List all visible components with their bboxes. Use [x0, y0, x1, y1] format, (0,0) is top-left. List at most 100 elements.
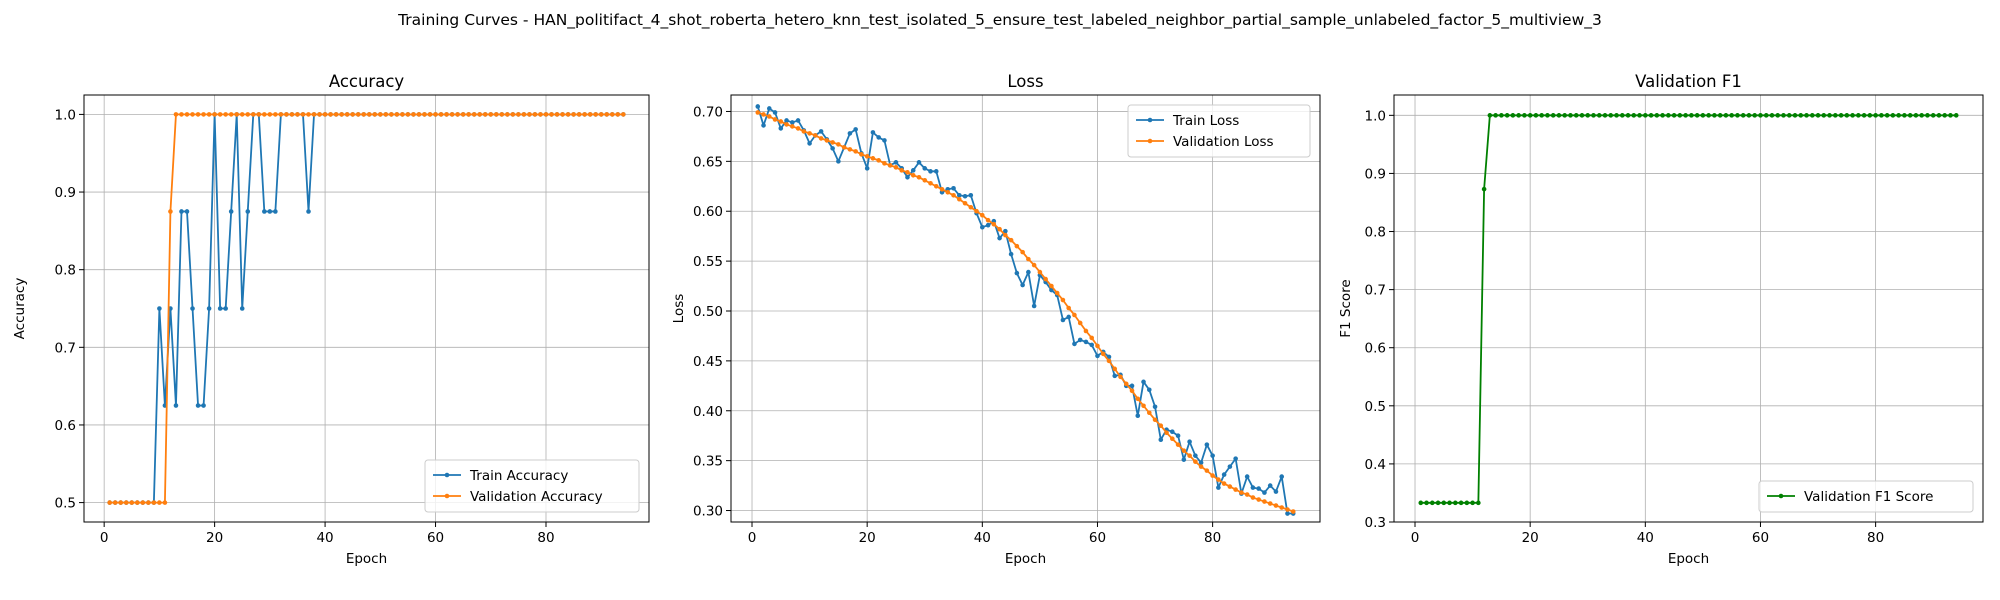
accuracy-series-point: [427, 112, 433, 117]
validation-f1-legend: Validation F1 Score: [1758, 480, 1974, 513]
accuracy-series-point: [510, 112, 516, 117]
accuracy-series-point: [190, 306, 195, 311]
loss-series-point: [1279, 505, 1285, 510]
accuracy-series-point: [157, 500, 162, 505]
validation-f1-series-point: [1447, 500, 1452, 506]
validation-f1-y-tick-label: 0.7: [1365, 283, 1386, 299]
loss-y-tick-label: 0.70: [693, 104, 723, 120]
accuracy-x-tick-label: 0: [100, 530, 109, 546]
loss-series-point: [1066, 314, 1071, 320]
loss-series-point: [830, 140, 835, 145]
validation-f1-series-point: [1925, 113, 1930, 118]
accuracy-series-point: [262, 112, 267, 117]
validation-f1-series-point: [1429, 500, 1435, 506]
validation-f1-series-point: [1861, 113, 1867, 118]
loss-series-point: [1216, 477, 1221, 482]
validation-f1-series-point: [1729, 113, 1734, 118]
loss-series-point: [1181, 457, 1187, 462]
accuracy-panel: 0 20 40 60 80 0.5 0.6 0.7 0.8 0.9 1.0 Accuracy Epoch…: [12, 72, 650, 567]
validation-f1-series-point: [1499, 113, 1504, 118]
loss-series-point: [766, 106, 772, 111]
accuracy-series-point: [554, 112, 560, 117]
accuracy-series-point: [499, 112, 505, 117]
accuracy-series-point: [378, 112, 383, 117]
loss-series-point: [818, 136, 824, 141]
loss-series-point: [1170, 436, 1175, 442]
accuracy-series-point: [190, 112, 195, 117]
loss-y-tick-label: 0.40: [693, 404, 723, 420]
validation-f1-series-point: [1913, 113, 1919, 118]
loss-series-point: [1233, 487, 1238, 492]
accuracy-series-point: [582, 112, 587, 117]
accuracy-x-tick-label: 20: [206, 530, 223, 546]
loss-series-point: [1083, 339, 1089, 345]
validation-f1-series-line-1: [1420, 114, 1957, 504]
validation-f1-series-point: [1769, 113, 1775, 118]
loss-legend-box: [1127, 104, 1311, 158]
accuracy-series-point: [593, 112, 598, 117]
accuracy-series-point: [206, 112, 212, 117]
loss-x-tick-label: 60: [1089, 530, 1106, 546]
accuracy-series-point: [250, 112, 256, 117]
accuracy-series-point: [587, 112, 593, 117]
accuracy-series-point: [405, 112, 411, 117]
loss-series-point: [916, 160, 922, 165]
loss-series-point: [847, 131, 853, 136]
loss-series-point: [772, 110, 778, 115]
accuracy-series-point: [328, 112, 333, 117]
accuracy-series-point: [267, 112, 273, 117]
accuracy-series-point: [300, 112, 306, 117]
accuracy-series-line-2: [109, 113, 624, 504]
loss-series-point: [1072, 341, 1077, 347]
accuracy-series-point: [615, 112, 621, 117]
loss-series-point: [761, 123, 766, 128]
validation-f1-x-tick-label: 40: [1637, 530, 1654, 546]
loss-series-point: [1198, 464, 1204, 469]
accuracy-series-point: [477, 112, 483, 117]
loss-series-line-1: [756, 106, 1294, 515]
loss-series-point: [899, 168, 905, 173]
validation-f1-series-point: [1821, 113, 1827, 118]
accuracy-series-point: [239, 112, 245, 117]
validation-f1-series-point: [1591, 113, 1596, 118]
validation-f1-legend-marker-1: [1778, 493, 1784, 499]
loss-series-point: [1227, 484, 1233, 489]
loss-series-point: [882, 161, 887, 166]
validation-f1-series-point: [1844, 113, 1850, 118]
validation-f1-series-point: [1585, 113, 1591, 118]
accuracy-y-tick-label: 0.6: [55, 418, 76, 434]
loss-series-point: [1003, 232, 1008, 238]
accuracy-series-point: [460, 112, 466, 117]
loss-series-point: [1250, 495, 1256, 500]
loss-series-point: [1095, 343, 1100, 349]
accuracy-series-point: [195, 112, 201, 117]
validation-f1-series-point: [1573, 113, 1579, 118]
validation-f1-series-point: [1884, 113, 1890, 118]
loss-series-point: [864, 154, 870, 159]
loss-series-point: [933, 169, 939, 174]
loss-series-point: [1187, 453, 1192, 458]
accuracy-series-point: [151, 500, 157, 505]
accuracy-series-point: [223, 306, 228, 311]
validation-f1-series-point: [1867, 113, 1873, 118]
accuracy-series-point: [560, 112, 565, 117]
accuracy-series-point: [571, 112, 576, 117]
accuracy-series-point: [228, 112, 234, 117]
loss-series-point: [1135, 396, 1141, 402]
accuracy-series-point: [168, 209, 173, 214]
validation-f1-series-point: [1775, 113, 1781, 118]
accuracy-series-point: [422, 112, 427, 117]
loss-series-point: [985, 222, 991, 228]
loss-series-point: [1262, 490, 1267, 495]
loss-series-point: [893, 160, 899, 165]
accuracy-series-point: [344, 112, 350, 117]
accuracy-series-point: [179, 209, 184, 214]
loss-series-point: [997, 226, 1002, 232]
validation-f1-series-point: [1902, 113, 1907, 118]
accuracy-series-point: [173, 112, 179, 117]
loss-series-point: [1193, 459, 1198, 464]
loss-series-point: [818, 129, 824, 134]
loss-legend-label-2: Validation Loss: [1173, 134, 1274, 150]
validation-f1-legend-box: [1758, 480, 1974, 513]
loss-series-point: [1118, 374, 1123, 380]
